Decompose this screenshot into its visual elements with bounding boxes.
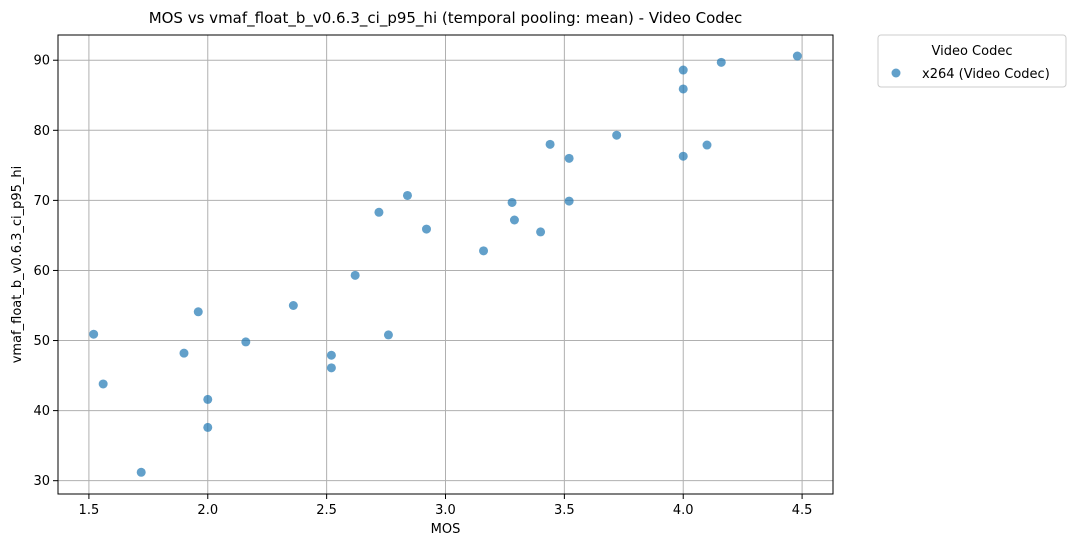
data-point [241,337,251,347]
y-tick-label: 70 [33,194,50,209]
x-tick-label: 2.0 [197,503,218,518]
data-point [612,130,622,140]
data-point [678,151,688,161]
legend-entry-x264: x264 (Video Codec) [922,67,1050,82]
x-tick-label: 3.5 [554,503,575,518]
y-tick-label: 80 [33,124,50,139]
data-point [136,467,146,477]
data-point [509,215,519,225]
data-point [98,379,108,389]
y-axis-ticks: 30 40 50 60 70 80 90 [33,54,58,489]
data-point [374,207,384,217]
x-axis-label: MOS [431,522,461,537]
data-point [350,270,360,280]
y-tick-label: 40 [33,404,50,419]
x-tick-label: 2.5 [316,503,337,518]
data-point [89,329,99,339]
y-tick-label: 50 [33,334,50,349]
y-tick-label: 30 [33,474,50,489]
legend: Video Codec x264 (Video Codec) [877,34,1067,88]
data-point [702,140,712,150]
data-point [536,227,546,237]
x-axis-ticks: 1.5 2.0 2.5 3.0 3.5 4.0 4.5 [79,494,813,518]
legend-title: Video Codec [932,44,1013,59]
x-tick-label: 4.5 [792,503,813,518]
data-point [564,196,574,206]
legend-frame [877,34,1067,88]
data-point [203,422,213,432]
data-point [383,330,393,340]
data-point [678,84,688,94]
data-point [288,300,298,310]
data-point [564,153,574,163]
x-tick-label: 4.0 [673,503,694,518]
data-point [193,307,203,317]
data-point [507,197,517,207]
x-tick-label: 1.5 [79,503,100,518]
legend-marker [891,68,901,78]
data-point [179,348,189,358]
data-point [678,65,688,75]
y-tick-label: 60 [33,264,50,279]
data-points [89,51,802,477]
data-point [326,363,336,373]
grid-lines [58,35,833,494]
y-tick-label: 90 [33,54,50,69]
data-point [792,51,802,61]
data-point [402,190,412,200]
data-point [421,224,431,234]
data-point [326,350,336,360]
data-point [716,57,726,67]
data-point [203,394,213,404]
chart-title: MOS vs vmaf_float_b_v0.6.3_ci_p95_hi (te… [149,9,743,28]
data-point [545,139,555,149]
y-axis-label: vmaf_float_b_v0.6.3_ci_p95_hi [10,166,25,364]
data-point [479,246,489,256]
x-tick-label: 3.0 [435,503,456,518]
